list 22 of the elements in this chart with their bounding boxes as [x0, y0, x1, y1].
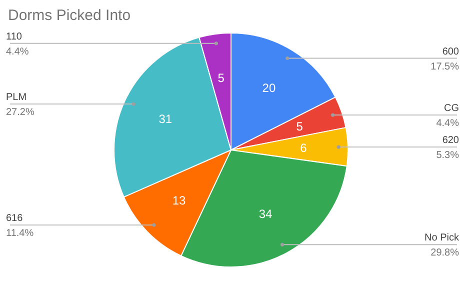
- slice-label: PLM: [6, 92, 27, 104]
- data-label: 34: [258, 206, 273, 221]
- data-label: 20: [262, 81, 276, 96]
- text: 29.8%: [430, 248, 460, 259]
- data-label: 6: [300, 141, 308, 155]
- data-label: 5: [296, 119, 304, 134]
- slice-label: 600: [442, 46, 460, 58]
- data-label: 31: [158, 112, 172, 126]
- slice-label: No Pick: [424, 232, 460, 244]
- data-label: 13: [172, 194, 186, 208]
- text: 11.4%: [6, 228, 34, 240]
- data-label: 5: [218, 71, 225, 86]
- text: 5.3%: [436, 150, 460, 162]
- text: 4.4%: [6, 46, 29, 58]
- slice-label: 110: [6, 31, 22, 42]
- slice-label: 616: [6, 213, 24, 224]
- slice-label: CG: [444, 103, 460, 114]
- text: 4.4%: [436, 118, 460, 130]
- text: 17.5%: [430, 61, 460, 72]
- text: 27.2%: [6, 107, 34, 118]
- chart-title: Dorms Picked Into: [8, 7, 131, 24]
- slice-label: 620: [442, 135, 460, 146]
